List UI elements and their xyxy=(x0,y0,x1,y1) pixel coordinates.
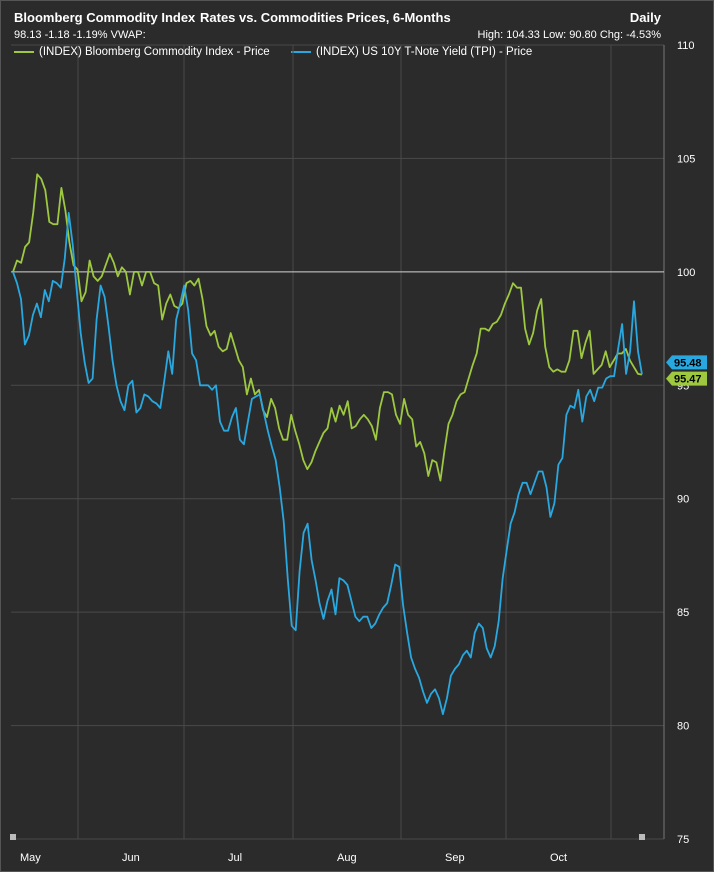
y-tick-label-90: 90 xyxy=(677,494,689,506)
legend-swatch-tnx xyxy=(291,51,311,53)
high-low-stats: High: 104.33 Low: 90.80 Chg: -4.53% xyxy=(477,29,661,41)
y-tick-label-85: 85 xyxy=(677,607,689,619)
legend-item-tnx[interactable]: (INDEX) US 10Y T-Note Yield (TPI) - Pric… xyxy=(291,46,532,58)
last-value-tag-bg-0 xyxy=(666,371,707,386)
legend-swatch-bcom xyxy=(14,51,34,53)
series-line-0 xyxy=(12,173,643,482)
x-tick-label-oct: Oct xyxy=(550,852,567,864)
resize-handle-0 xyxy=(10,834,16,840)
last-value-label-0: 95.47 xyxy=(674,374,702,386)
last-value-tag-0: 95.47 xyxy=(666,371,707,386)
y-tick-label-100: 100 xyxy=(677,267,695,279)
x-tick-label-aug: Aug xyxy=(337,852,357,864)
chart-title-left: Bloomberg Commodity Index xyxy=(14,10,196,25)
price-stats: 98.13 -1.18 -1.19% VWAP: xyxy=(14,29,146,41)
last-value-tag-bg-1 xyxy=(666,355,707,370)
resize-handle-1 xyxy=(639,834,645,840)
y-tick-label-105: 105 xyxy=(677,153,695,165)
legend-label-bcom: (INDEX) Bloomberg Commodity Index - Pric… xyxy=(39,46,270,58)
chart-title-center: Rates vs. Commodities Prices, 6-Months xyxy=(200,10,451,25)
x-tick-label-may: May xyxy=(20,852,41,864)
x-tick-label-jul: Jul xyxy=(228,852,242,864)
x-tick-label-jun: Jun xyxy=(122,852,140,864)
y-tick-label-75: 75 xyxy=(677,834,689,846)
last-value-label-1: 95.48 xyxy=(674,357,702,369)
y-tick-label-110: 110 xyxy=(677,40,695,52)
series-line-1 xyxy=(12,211,643,716)
period-label[interactable]: Daily xyxy=(629,10,661,25)
x-tick-label-sep: Sep xyxy=(445,852,465,864)
legend-label-tnx: (INDEX) US 10Y T-Note Yield (TPI) - Pric… xyxy=(316,46,533,58)
legend-item-bcom[interactable]: (INDEX) Bloomberg Commodity Index - Pric… xyxy=(14,46,270,58)
last-value-tag-1: 95.48 xyxy=(666,355,707,370)
y-tick-label-80: 80 xyxy=(677,721,689,733)
